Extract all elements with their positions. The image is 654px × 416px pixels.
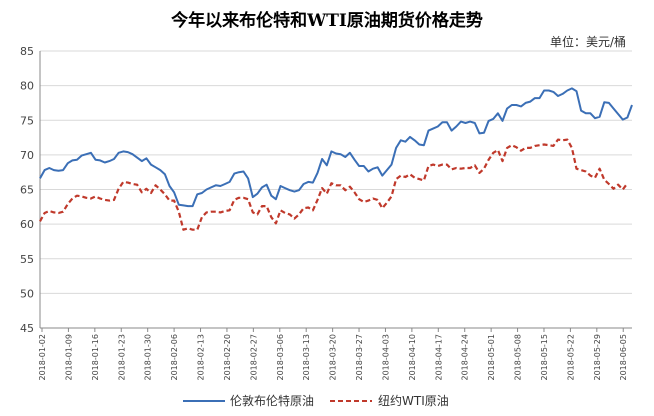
y-axis-ticks: 45 50 55 60 65 70 75 80 85 [20,45,34,335]
x-tick-label: 2018-03-06 [276,334,285,381]
chart-title: 今年以来布伦特和WTI原油期货价格走势 [171,11,483,31]
series-line-1 [39,138,629,231]
y-tick-label: 65 [20,184,34,197]
axes [39,51,632,329]
x-tick-label: 2018-05-08 [514,334,523,381]
legend-label-0: 伦敦布伦特原油 [230,393,314,408]
x-tick-label: 2018-05-29 [593,334,602,381]
x-tick-label: 2018-05-15 [540,334,549,381]
x-tick-label: 2018-01-16 [91,334,100,381]
y-tick-label: 85 [20,45,34,58]
x-tick-label: 2018-05-22 [566,334,575,381]
x-tick-label: 2018-01-30 [144,334,153,381]
x-tick-label: 2018-06-05 [619,334,628,381]
x-tick-label: 2018-04-24 [461,334,470,381]
x-tick-label: 2018-03-20 [329,334,338,381]
x-tick-label: 2018-02-20 [223,334,232,381]
x-tick-label: 2018-04-17 [434,334,443,381]
x-tick-label: 2018-01-02 [38,334,47,381]
x-tick-label: 2018-02-06 [170,334,179,381]
y-tick-label: 55 [20,253,34,266]
x-tick-label: 2018-05-01 [487,334,496,381]
y-tick-label: 75 [20,114,34,127]
x-tick-label: 2018-02-13 [197,334,206,381]
y-tick-label: 70 [20,149,34,162]
x-tick-label: 2018-02-27 [249,334,258,381]
y-tick-label: 80 [20,80,34,93]
series-lines [39,87,633,231]
x-tick-label: 2018-04-10 [408,334,417,381]
y-tick-label: 60 [20,218,34,231]
x-tick-label: 2018-01-23 [117,334,126,381]
x-tick-label: 2018-01-09 [64,334,73,381]
y-tick-label: 45 [20,322,34,335]
y-tick-label: 50 [20,287,34,300]
unit-label: 单位：美元/桶 [549,35,626,49]
legend: 伦敦布伦特原油 纽约WTI原油 [183,393,449,408]
x-tick-label: 2018-03-13 [302,334,311,381]
x-axis-ticks: 2018-01-02 2018-01-09 2018-01-16 2018-01-23… [38,328,628,381]
series-line-0 [39,87,633,208]
x-tick-label: 2018-04-03 [381,334,390,381]
x-tick-label: 2018-03-27 [355,334,364,381]
legend-label-1: 纽约WTI原油 [378,393,449,408]
